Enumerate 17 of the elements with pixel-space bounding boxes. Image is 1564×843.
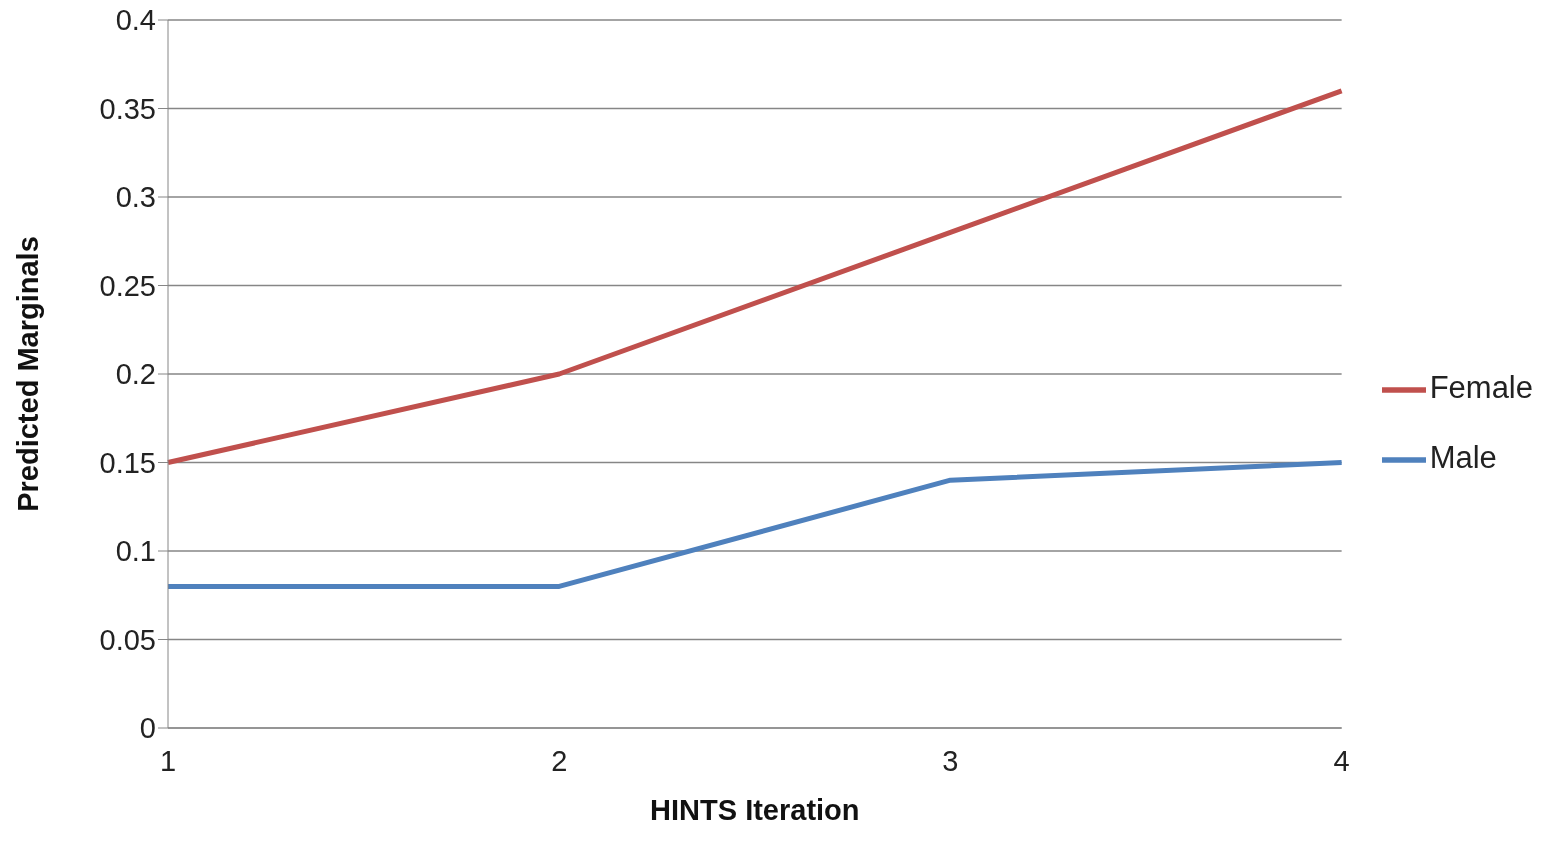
y-tick-label: 0.3 (115, 181, 156, 214)
x-tick-label: 1 (159, 744, 177, 777)
x-axis-title: HINTS Iteration (650, 794, 860, 826)
y-tick-label: 0.25 (99, 269, 156, 302)
y-tick-label: 0.4 (115, 4, 156, 37)
x-tick-label: 3 (942, 744, 959, 777)
y-tick-label: 0.1 (115, 535, 156, 568)
x-tick-label: 2 (551, 744, 568, 777)
x-tick-label: 4 (1333, 744, 1350, 777)
y-tick-label: 0.15 (99, 446, 156, 479)
legend-label: Female (1429, 370, 1533, 405)
y-tick-label: 0.05 (99, 623, 156, 656)
y-tick-label: 0.2 (115, 358, 156, 391)
y-axis-title: Predicted Marginals (12, 236, 45, 512)
y-tick-label: 0.35 (99, 92, 156, 125)
legend-label: Male (1429, 440, 1497, 475)
y-tick-label: 0 (139, 712, 156, 745)
